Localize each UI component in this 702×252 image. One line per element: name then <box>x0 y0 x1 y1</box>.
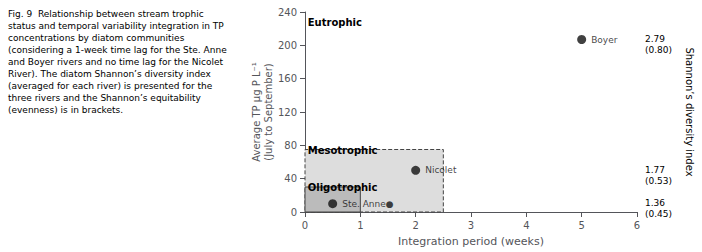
svg-text:(0.45): (0.45) <box>645 209 672 219</box>
svg-text:three rivers and the Shannon’s: three rivers and the Shannon’s equitabil… <box>8 93 204 103</box>
svg-text:240: 240 <box>278 7 297 18</box>
svg-text:160: 160 <box>278 73 297 84</box>
svg-text:2: 2 <box>412 220 418 231</box>
svg-text:(0.80): (0.80) <box>645 45 672 55</box>
svg-text:Mesotrophic: Mesotrophic <box>308 145 378 156</box>
svg-text:40: 40 <box>284 173 297 184</box>
svg-text:Eutrophic: Eutrophic <box>308 17 362 28</box>
svg-text:Oligotrophic: Oligotrophic <box>308 182 378 193</box>
svg-text:Ste. Anne●: Ste. Anne● <box>342 199 394 209</box>
svg-text:80: 80 <box>284 140 297 151</box>
svg-text:0: 0 <box>302 220 308 231</box>
svg-text:Average TP μg P L⁻¹: Average TP μg P L⁻¹ <box>251 62 262 162</box>
svg-text:(averaged for each river) is p: (averaged for each river) is presented f… <box>8 81 215 91</box>
svg-text:Nicolet: Nicolet <box>425 165 457 175</box>
svg-text:concentrations by diatom commu: concentrations by diatom communities <box>8 33 187 43</box>
svg-text:4: 4 <box>523 220 529 231</box>
svg-text:Integration period (weeks): Integration period (weeks) <box>398 235 544 248</box>
svg-text:(evenness) is in brackets.: (evenness) is in brackets. <box>8 105 123 115</box>
svg-text:(July to September): (July to September) <box>263 63 274 161</box>
svg-text:(considering a 1-week time lag: (considering a 1-week time lag for the S… <box>8 45 230 55</box>
svg-text:1.36: 1.36 <box>645 198 665 208</box>
svg-text:Fig. 9 Relationship between s: Fig. 9 Relationship between stream troph… <box>8 9 206 19</box>
svg-text:(0.53): (0.53) <box>645 176 672 186</box>
svg-text:status and temporal variabilit: status and temporal variability integrat… <box>8 21 227 31</box>
svg-text:3: 3 <box>468 220 474 231</box>
svg-text:2.79: 2.79 <box>645 34 665 44</box>
svg-text:1.77: 1.77 <box>645 165 665 175</box>
svg-text:6: 6 <box>634 220 640 231</box>
svg-text:120: 120 <box>278 107 297 118</box>
svg-text:200: 200 <box>278 40 297 51</box>
svg-text:Boyer: Boyer <box>591 35 618 45</box>
svg-text:1: 1 <box>357 220 363 231</box>
svg-text:and Boyer rivers and no time l: and Boyer rivers and no time lag for the… <box>8 57 226 67</box>
svg-text:Shannon’s diversity index: Shannon’s diversity index <box>684 47 695 176</box>
svg-text:0: 0 <box>291 207 297 218</box>
svg-text:5: 5 <box>578 220 584 231</box>
svg-text:River). The diatom Shannon’s d: River). The diatom Shannon’s diversity i… <box>8 69 214 79</box>
